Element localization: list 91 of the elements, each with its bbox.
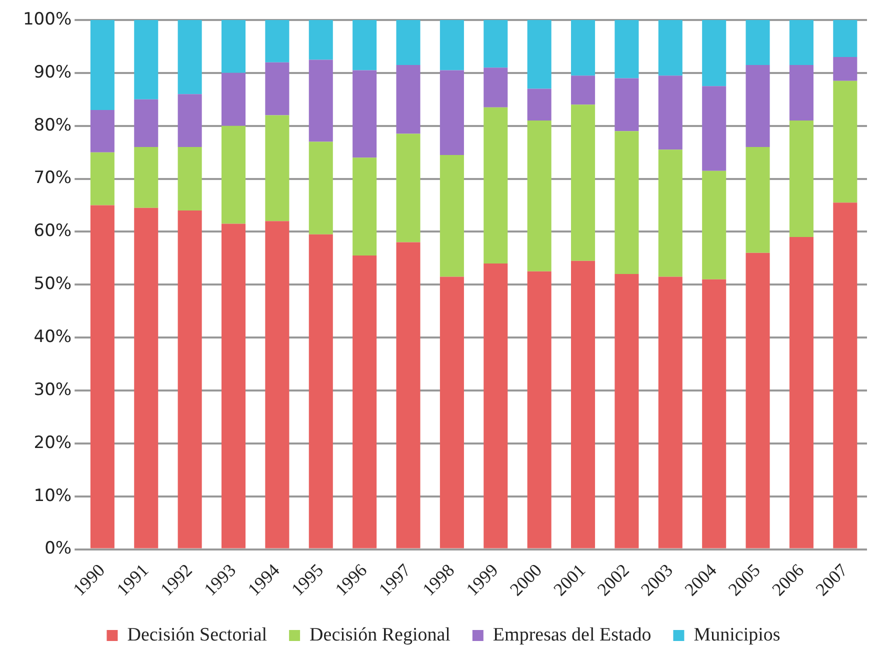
- bar: [614, 78, 639, 132]
- bar: [90, 20, 114, 110]
- bar: [614, 274, 639, 548]
- bar: [789, 237, 814, 548]
- bar: [352, 20, 377, 70]
- bar: [484, 20, 508, 68]
- bar: [571, 20, 596, 76]
- x-tick-label: 1999: [462, 560, 502, 600]
- x-tick-label: 1991: [112, 560, 152, 600]
- bar: [178, 94, 202, 148]
- y-tick-label: 50%: [34, 274, 72, 294]
- bar: [746, 252, 770, 548]
- bar: [222, 126, 246, 224]
- bar: [484, 263, 508, 548]
- y-tick-label: 80%: [34, 115, 72, 136]
- bar: [527, 271, 552, 548]
- legend-label: Municipios: [694, 624, 780, 646]
- bar: [222, 72, 246, 126]
- bar: [702, 170, 726, 280]
- y-tick-label: 10%: [34, 486, 72, 506]
- bar: [571, 76, 596, 105]
- bar: [90, 152, 114, 206]
- bar: [614, 131, 639, 274]
- bar: [833, 80, 858, 203]
- bar: [352, 158, 377, 256]
- bar: [440, 20, 464, 70]
- bar: [308, 142, 333, 234]
- bar: [614, 20, 639, 78]
- bar: [352, 256, 377, 548]
- bar: [90, 110, 114, 152]
- bar: [571, 260, 596, 548]
- bar: [484, 68, 508, 108]
- y-tick-label: 0%: [44, 538, 72, 559]
- legend-label: Decisión Regional: [310, 624, 450, 646]
- bar: [134, 147, 158, 208]
- x-tick-label: 1992: [156, 560, 196, 600]
- bar: [308, 234, 333, 548]
- x-tick-label: 1990: [69, 560, 109, 600]
- bar: [396, 64, 420, 134]
- bar: [658, 20, 682, 76]
- bar: [746, 20, 770, 65]
- bar: [658, 150, 682, 277]
- bar: [308, 60, 333, 142]
- bar: [484, 107, 508, 264]
- bar: [265, 221, 290, 548]
- bar: [746, 64, 770, 148]
- bar: [134, 20, 158, 100]
- legend-label: Empresas del Estado: [492, 624, 652, 646]
- bar: [90, 205, 114, 548]
- bar: [265, 20, 290, 62]
- bar: [440, 154, 464, 277]
- bar: [702, 279, 726, 548]
- bar: [178, 210, 202, 548]
- bar: [527, 88, 552, 121]
- bar: [833, 20, 858, 58]
- bar: [527, 20, 552, 89]
- bar: [265, 62, 290, 116]
- bar: [833, 202, 858, 548]
- bar: [265, 115, 290, 222]
- y-tick-label: 60%: [34, 221, 72, 242]
- bar: [222, 20, 246, 73]
- bar: [789, 120, 814, 237]
- bar: [789, 64, 814, 121]
- legend-label: Decisión Sectorial: [127, 624, 268, 646]
- bar: [134, 208, 158, 548]
- bar: [396, 134, 420, 242]
- y-tick-label: 20%: [34, 432, 72, 453]
- bar: [178, 147, 202, 211]
- bar: [746, 147, 770, 253]
- bar: [571, 104, 596, 261]
- bar: [396, 242, 420, 548]
- y-tick-label: 70%: [34, 168, 72, 188]
- bar: [658, 76, 682, 150]
- bar: [134, 99, 158, 148]
- bar: [308, 20, 333, 60]
- bar: [527, 120, 552, 272]
- y-tick-label: 90%: [34, 62, 72, 82]
- y-tick-label: 40%: [34, 326, 72, 347]
- bar: [789, 20, 814, 65]
- bar: [396, 20, 420, 65]
- bar: [833, 57, 858, 81]
- y-tick-label: 30%: [34, 380, 72, 400]
- bar: [702, 20, 726, 86]
- bar: [222, 224, 246, 548]
- bar: [658, 276, 682, 548]
- bar: [440, 276, 464, 548]
- bar: [440, 70, 464, 155]
- bar: [178, 20, 202, 94]
- bar: [702, 86, 726, 171]
- bar: [352, 70, 377, 158]
- y-tick-label: 100%: [22, 9, 72, 30]
